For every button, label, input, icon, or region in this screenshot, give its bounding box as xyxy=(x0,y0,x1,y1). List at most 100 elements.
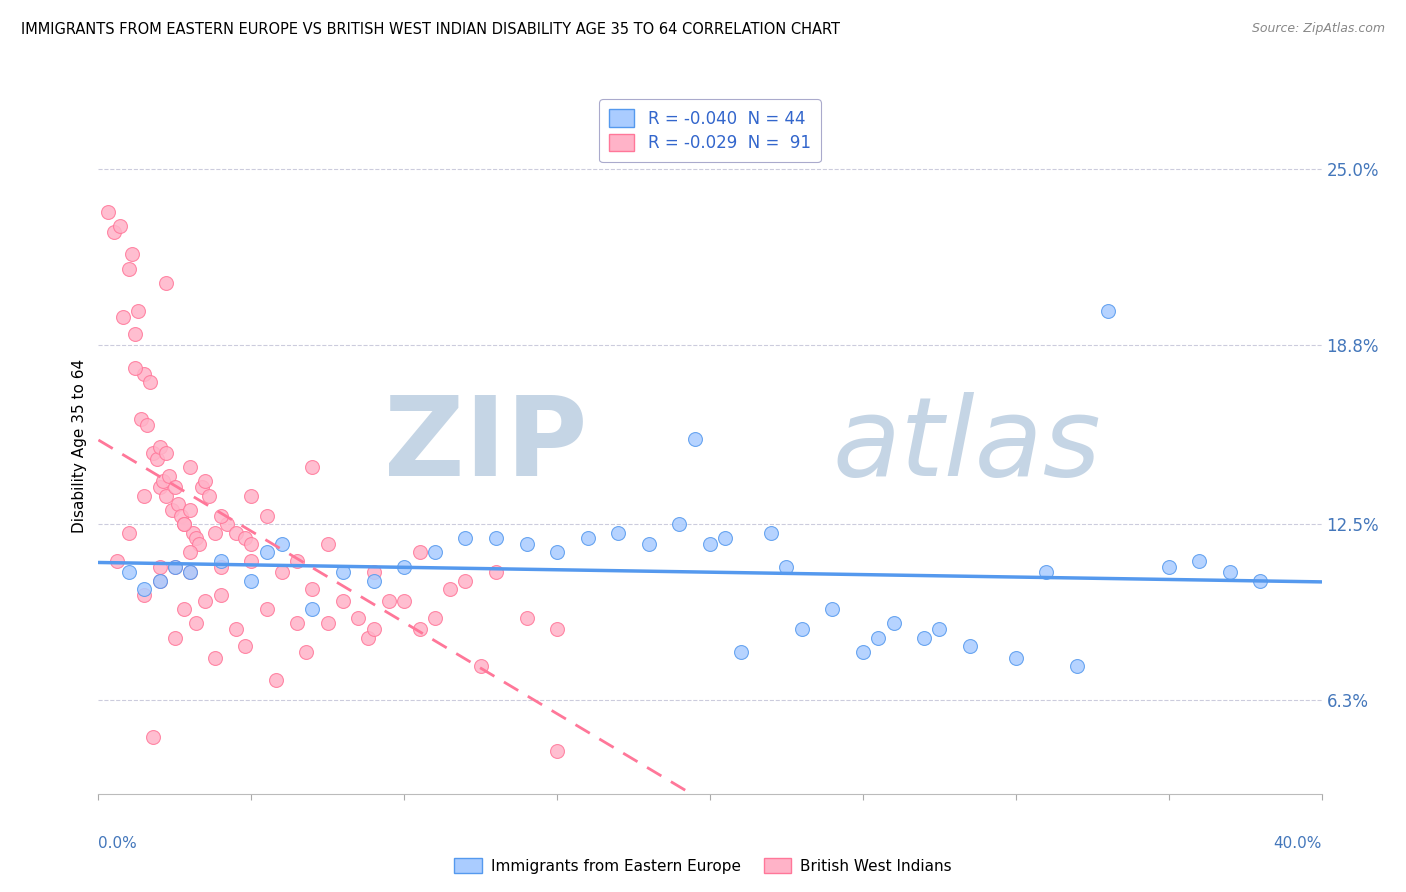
Point xyxy=(576,531,599,545)
Point xyxy=(149,480,172,494)
Point xyxy=(194,594,217,608)
Point xyxy=(668,517,690,532)
Point xyxy=(173,517,195,532)
Point xyxy=(1157,559,1180,574)
Point xyxy=(470,659,492,673)
Point xyxy=(883,616,905,631)
Point xyxy=(363,622,385,636)
Point xyxy=(959,639,981,653)
Point xyxy=(1097,304,1119,318)
Point xyxy=(378,594,401,608)
Point xyxy=(163,480,186,494)
Text: IMMIGRANTS FROM EASTERN EUROPE VS BRITISH WEST INDIAN DISABILITY AGE 35 TO 64 CO: IMMIGRANTS FROM EASTERN EUROPE VS BRITIS… xyxy=(21,22,841,37)
Point xyxy=(134,582,156,597)
Point xyxy=(775,559,797,574)
Point xyxy=(124,360,146,375)
Point xyxy=(225,622,247,636)
Point xyxy=(546,744,568,758)
Point xyxy=(240,574,263,588)
Point xyxy=(155,446,177,460)
Point xyxy=(240,537,263,551)
Point xyxy=(170,508,193,523)
Point xyxy=(683,432,706,446)
Point xyxy=(454,531,477,545)
Point xyxy=(105,554,128,568)
Point xyxy=(204,525,226,540)
Point xyxy=(173,602,195,616)
Point xyxy=(139,375,162,389)
Point xyxy=(173,517,195,532)
Point xyxy=(256,545,278,559)
Point xyxy=(761,525,783,540)
Point xyxy=(179,503,201,517)
Point xyxy=(111,310,134,324)
Point xyxy=(790,622,813,636)
Point xyxy=(186,531,208,545)
Point xyxy=(256,508,278,523)
Text: atlas: atlas xyxy=(832,392,1101,500)
Text: ZIP: ZIP xyxy=(384,392,588,500)
Point xyxy=(142,730,165,744)
Point xyxy=(149,559,172,574)
Point xyxy=(134,588,156,602)
Y-axis label: Disability Age 35 to 64: Disability Age 35 to 64 xyxy=(72,359,87,533)
Point xyxy=(1004,650,1026,665)
Point xyxy=(233,639,256,653)
Point xyxy=(155,276,177,290)
Point xyxy=(209,508,232,523)
Point xyxy=(699,537,721,551)
Point xyxy=(1219,566,1241,580)
Point xyxy=(142,446,165,460)
Point xyxy=(186,616,208,631)
Point xyxy=(363,574,385,588)
Point xyxy=(129,412,152,426)
Point xyxy=(167,497,190,511)
Point xyxy=(108,219,131,233)
Point xyxy=(1188,554,1211,568)
Point xyxy=(163,559,186,574)
Point xyxy=(209,559,232,574)
Point xyxy=(118,566,141,580)
Point xyxy=(152,475,174,489)
Point xyxy=(225,525,247,540)
Point xyxy=(295,645,318,659)
Point xyxy=(118,525,141,540)
Point xyxy=(607,525,630,540)
Point xyxy=(197,489,219,503)
Point xyxy=(356,631,378,645)
Text: 0.0%: 0.0% xyxy=(98,836,138,851)
Point xyxy=(821,602,844,616)
Point xyxy=(160,503,183,517)
Point xyxy=(209,588,232,602)
Point xyxy=(240,554,263,568)
Point xyxy=(714,531,737,545)
Point xyxy=(516,537,538,551)
Point xyxy=(408,622,430,636)
Point xyxy=(1035,566,1057,580)
Point xyxy=(233,531,256,545)
Text: Source: ZipAtlas.com: Source: ZipAtlas.com xyxy=(1251,22,1385,36)
Point xyxy=(179,545,201,559)
Point xyxy=(423,611,446,625)
Point xyxy=(149,574,172,588)
Point xyxy=(209,554,232,568)
Point xyxy=(1250,574,1272,588)
Point xyxy=(179,460,201,475)
Point xyxy=(301,460,323,475)
Point xyxy=(181,525,204,540)
Point xyxy=(347,611,370,625)
Point xyxy=(516,611,538,625)
Point xyxy=(868,631,890,645)
Point xyxy=(124,326,146,341)
Point xyxy=(134,367,156,381)
Point xyxy=(97,204,120,219)
Point xyxy=(194,475,217,489)
Point xyxy=(103,225,125,239)
Point xyxy=(121,247,143,261)
Point xyxy=(149,441,172,455)
Point xyxy=(215,517,238,532)
Point xyxy=(912,631,935,645)
Text: 40.0%: 40.0% xyxy=(1274,836,1322,851)
Point xyxy=(256,602,278,616)
Point xyxy=(157,468,180,483)
